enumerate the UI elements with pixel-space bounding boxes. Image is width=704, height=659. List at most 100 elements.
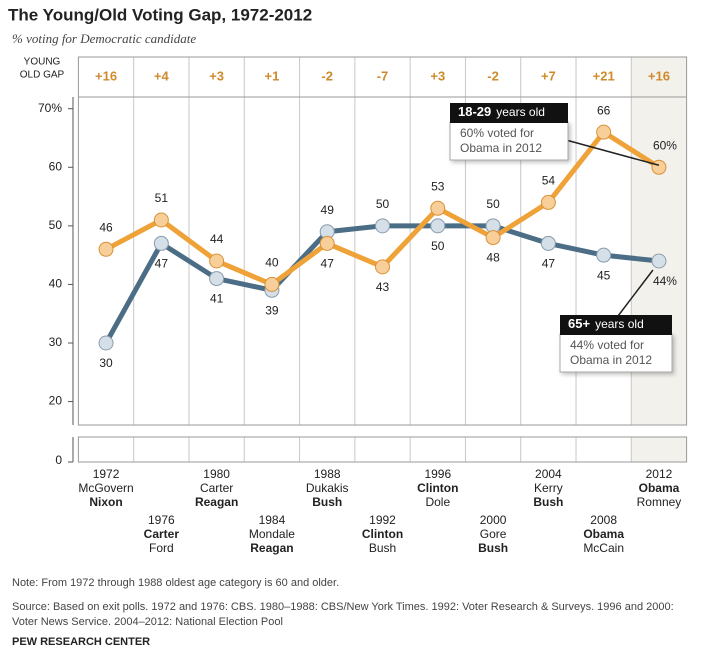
point xyxy=(375,259,390,275)
source: Voter News Service. 2004–2012: National … xyxy=(12,616,283,628)
gap-value: +7 xyxy=(541,68,556,83)
annotation-suffix: years old xyxy=(595,317,644,331)
subtitle: % voting for Democratic candidate xyxy=(12,31,196,46)
candidate: Bush xyxy=(369,541,396,555)
point xyxy=(209,253,225,269)
x-tick-label: 1996 xyxy=(424,467,451,481)
data-label: 47 xyxy=(155,257,169,271)
annotation-title: 18-29 years old xyxy=(458,104,545,119)
data-label: 50 xyxy=(486,197,500,211)
gap-value: -2 xyxy=(487,68,499,83)
highlight-column xyxy=(631,437,687,462)
data-label: 47 xyxy=(542,257,556,271)
annotation-text: Obama in 2012 xyxy=(460,141,542,155)
series-name: 18-29 xyxy=(458,104,491,119)
point xyxy=(430,218,446,234)
annotation-box xyxy=(559,333,673,373)
gap-value: +21 xyxy=(593,68,615,83)
data-label: 51 xyxy=(155,191,169,205)
data-label: 48 xyxy=(486,251,500,265)
gap-value: +1 xyxy=(265,68,280,83)
data-label: 30 xyxy=(99,356,113,370)
candidate: Gore xyxy=(480,527,507,541)
panel-frame xyxy=(77,436,688,463)
point xyxy=(430,200,446,216)
candidate: Carter xyxy=(200,481,233,495)
gap-value: -2 xyxy=(321,68,333,83)
x-tick-label: 1980 xyxy=(203,467,230,481)
data-label: 66 xyxy=(597,103,611,117)
y-tick-label: 40 xyxy=(49,277,63,291)
gap-value: +16 xyxy=(648,68,670,83)
candidate: Mondale xyxy=(249,527,295,541)
gap-header: YOUNG xyxy=(24,57,61,68)
candidate: Kerry xyxy=(534,481,563,495)
data-label: 50 xyxy=(431,239,445,253)
data-label: 53 xyxy=(431,179,445,193)
candidate: Ford xyxy=(149,541,174,555)
data-label: 43 xyxy=(376,280,390,294)
x-tick-label: 1984 xyxy=(259,513,286,527)
candidate: Reagan xyxy=(195,495,238,509)
credit: PEW RESEARCH CENTER xyxy=(12,636,150,648)
candidate: Obama xyxy=(639,481,680,495)
x-tick-label: 1988 xyxy=(314,467,341,481)
data-label: 46 xyxy=(99,220,113,234)
x-tick-label: 2000 xyxy=(480,513,507,527)
data-label: 54 xyxy=(542,174,556,188)
point xyxy=(596,247,612,263)
point xyxy=(651,159,667,175)
candidate: Romney xyxy=(637,495,682,509)
data-label: 39 xyxy=(265,303,279,317)
candidate: Dukakis xyxy=(306,481,349,495)
x-tick-label: 1992 xyxy=(369,513,396,527)
annotation-text: Obama in 2012 xyxy=(570,353,652,367)
point xyxy=(209,271,225,287)
annotation-pointer xyxy=(617,269,654,317)
x-tick-label: 2008 xyxy=(590,513,617,527)
source: Source: Based on exit polls. 1972 and 19… xyxy=(12,601,674,613)
data-label: 41 xyxy=(210,292,224,306)
point xyxy=(264,276,280,292)
data-label: 45 xyxy=(597,268,611,282)
x-tick-label: 2012 xyxy=(646,467,673,481)
data-label: 44% xyxy=(653,274,677,288)
candidate: Bush xyxy=(478,541,508,555)
point xyxy=(596,124,612,140)
point xyxy=(98,241,114,257)
gap-value: +3 xyxy=(209,68,224,83)
gap-header: OLD GAP xyxy=(20,70,65,81)
candidate: Dole xyxy=(425,495,450,509)
y-tick-label: 0 xyxy=(55,453,62,467)
annotation-header xyxy=(450,103,568,123)
x-tick-label: 2004 xyxy=(535,467,562,481)
candidate: Clinton xyxy=(417,481,458,495)
gap-value: +3 xyxy=(430,68,445,83)
annotation-text: 44% voted for xyxy=(570,338,644,352)
x-tick-label: 1972 xyxy=(93,467,120,481)
candidate: Nixon xyxy=(89,495,122,509)
data-label: 47 xyxy=(321,257,335,271)
annotation-box xyxy=(449,121,569,161)
y-tick-label: 50 xyxy=(49,218,63,232)
data-label: 49 xyxy=(321,203,335,217)
candidate: McCain xyxy=(583,541,624,555)
point xyxy=(485,230,501,246)
candidate: Bush xyxy=(533,495,563,509)
point xyxy=(153,235,169,251)
gap-value: +4 xyxy=(154,68,170,83)
series-name: 65+ xyxy=(568,316,590,331)
annotation-text: 60% voted for xyxy=(460,126,534,140)
point xyxy=(540,235,556,251)
gap-value: -7 xyxy=(377,68,389,83)
panel-frame xyxy=(77,56,688,426)
annotation-suffix: years old xyxy=(496,105,545,119)
y-tick-label: 70% xyxy=(38,101,62,115)
annotation-pointer xyxy=(565,139,660,167)
chart-title: The Young/Old Voting Gap, 1972-2012 xyxy=(8,5,312,24)
point xyxy=(153,212,169,228)
candidate: Obama xyxy=(583,527,624,541)
point xyxy=(98,335,114,351)
candidate: McGovern xyxy=(78,481,133,495)
